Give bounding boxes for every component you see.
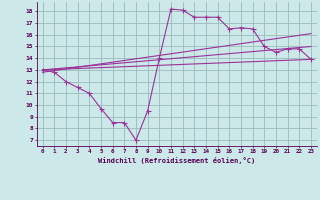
X-axis label: Windchill (Refroidissement éolien,°C): Windchill (Refroidissement éolien,°C) <box>98 157 255 164</box>
